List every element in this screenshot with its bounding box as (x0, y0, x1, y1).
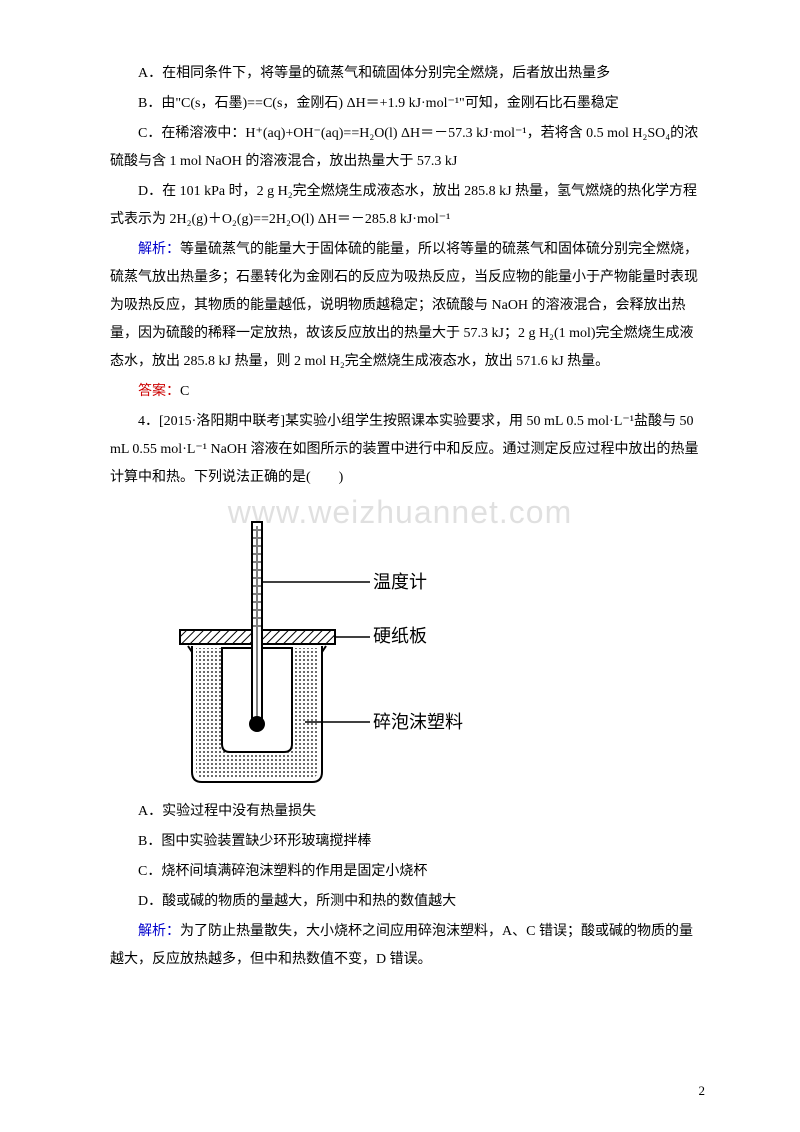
analysis-1: 解析：等量硫蒸气的能量大于固体硫的能量，所以将等量的硫蒸气和固体硫分别完全燃烧，… (110, 236, 705, 376)
q4-option-c: C．烧杯间填满碎泡沫塑料的作用是固定小烧杯 (110, 858, 705, 886)
apparatus-diagram: 硬纸板 碎泡沫塑料 (170, 502, 705, 792)
label-thermometer: 温度计 (373, 572, 427, 592)
analysis-2: 解析：为了防止热量散失，大小烧杯之间应用碎泡沫塑料，A、C 错误；酸或碱的物质的… (110, 918, 705, 974)
option-b: B．由"C(s，石墨)==C(s，金刚石) ΔH＝+1.9 kJ·mol⁻¹"可… (110, 90, 705, 118)
answer-1-text: C (180, 384, 189, 399)
label-board: 硬纸板 (373, 626, 427, 646)
question-4-stem: 4．[2015·洛阳期中联考]某实验小组学生按照课本实验要求，用 50 mL 0… (110, 408, 705, 492)
analysis-1-text: 等量硫蒸气的能量大于固体硫的能量，所以将等量的硫蒸气和固体硫分别完全燃烧，硫蒸气… (110, 242, 698, 369)
answer-label: 答案： (138, 384, 180, 399)
analysis-label-2: 解析： (138, 924, 180, 939)
q4-option-b: B．图中实验装置缺少环形玻璃搅拌棒 (110, 828, 705, 856)
analysis-label: 解析： (138, 242, 180, 257)
analysis-2-text: 为了防止热量散失，大小烧杯之间应用碎泡沫塑料，A、C 错误；酸或碱的物质的量越大… (110, 924, 693, 967)
option-c: C．在稀溶液中：H⁺(aq)+OH⁻(aq)==H₂O(l) ΔH＝－57.3 … (110, 120, 705, 176)
option-d: D．在 101 kPa 时，2 g H₂完全燃烧生成液态水，放出 285.8 k… (110, 178, 705, 234)
option-a: A．在相同条件下，将等量的硫蒸气和硫固体分别完全燃烧，后者放出热量多 (110, 60, 705, 88)
q4-option-a: A．实验过程中没有热量损失 (110, 798, 705, 826)
page-number: 2 (699, 1078, 706, 1104)
answer-1: 答案：C (110, 378, 705, 406)
label-foam: 碎泡沫塑料 (373, 712, 463, 732)
q4-option-d: D．酸或碱的物质的量越大，所测中和热的数值越大 (110, 888, 705, 916)
